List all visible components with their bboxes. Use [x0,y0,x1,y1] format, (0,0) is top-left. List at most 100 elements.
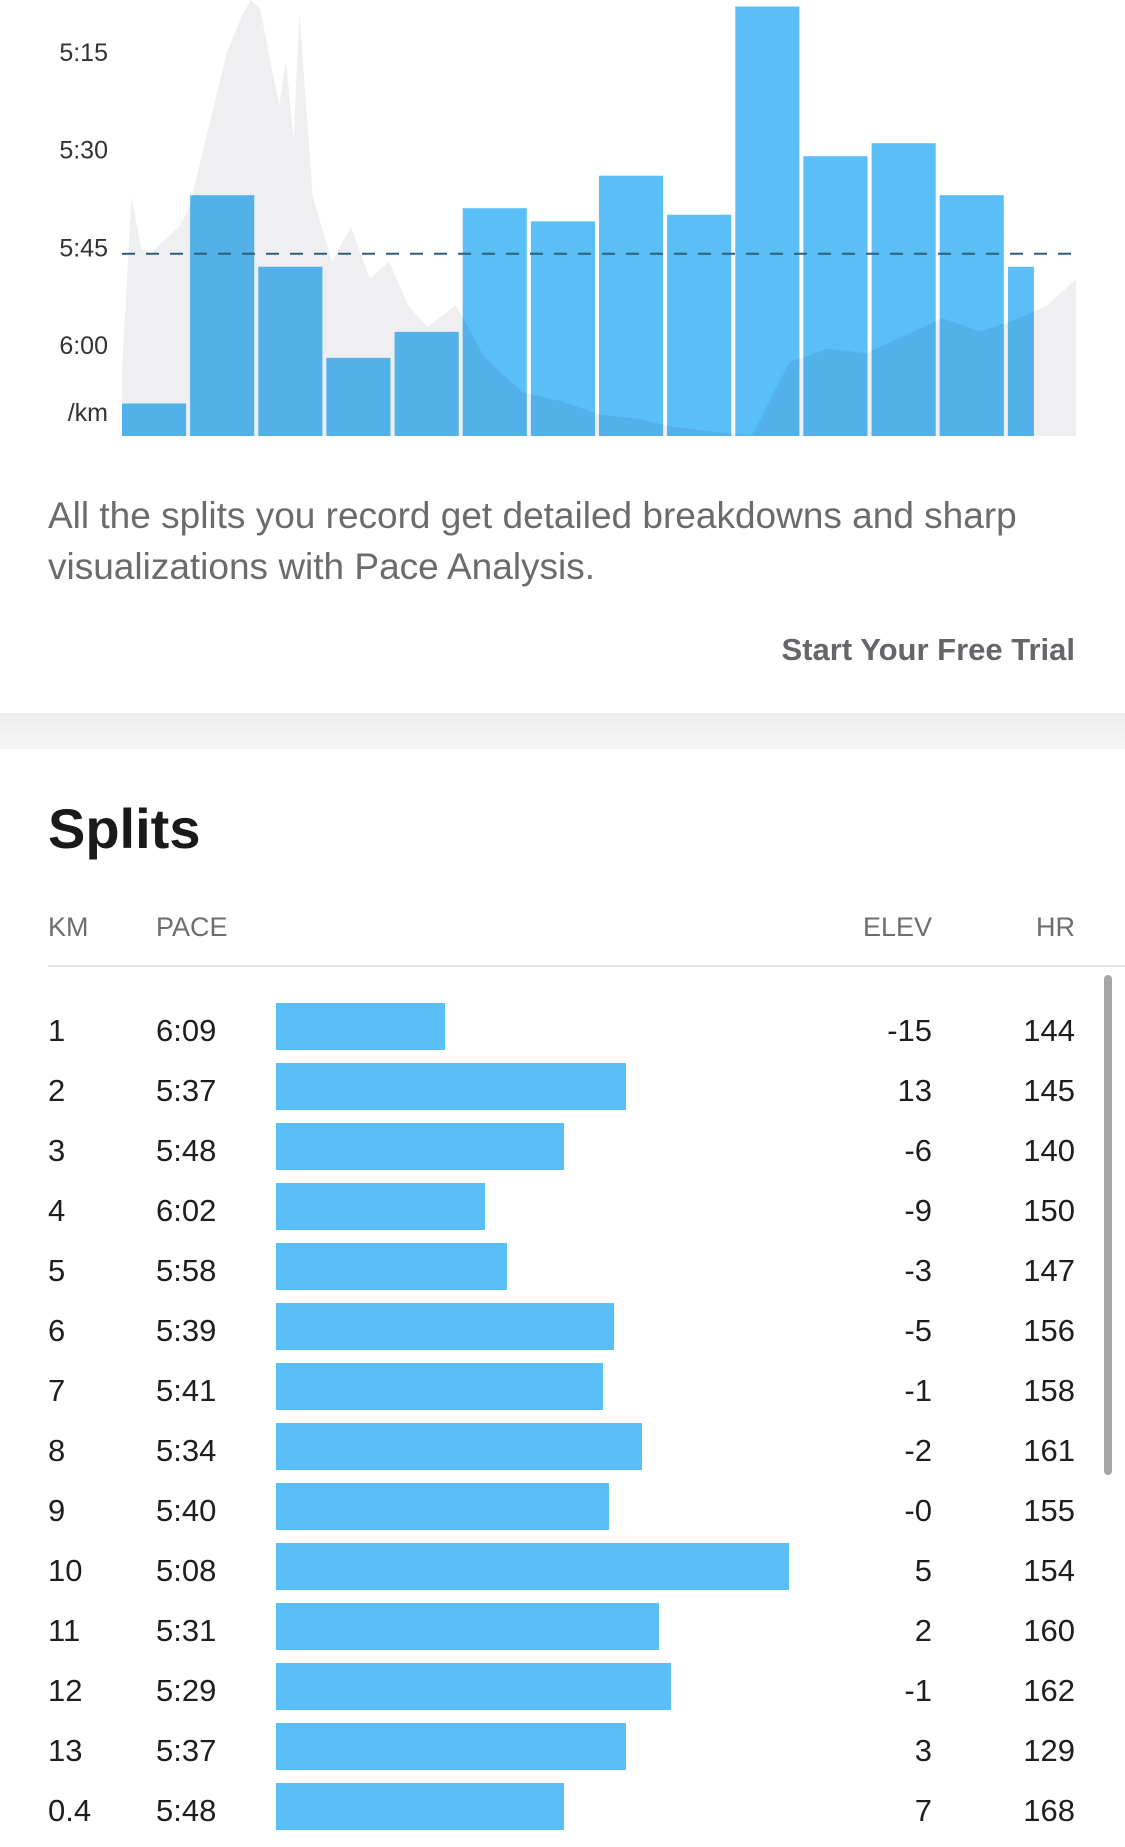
split-pace-bar [276,1123,564,1170]
split-row: 3 5:48 -6 140 [0,1120,1125,1180]
split-elev: -15 [887,1013,932,1048]
split-row: 4 6:02 -9 150 [0,1180,1125,1240]
split-pace: 5:41 [156,1373,217,1408]
header-pace: PACE [156,912,228,942]
split-pace: 5:40 [156,1493,217,1528]
split-hr: 129 [1023,1733,1075,1768]
y-axis-labels: 5:15 5:30 5:45 6:00/km [59,39,108,427]
split-pace-bar [276,1483,609,1530]
split-row: 1 6:09 -15 144 [0,1000,1125,1060]
y-tick-label: 5:45 [59,234,108,262]
split-row: 6 5:39 -5 156 [0,1300,1125,1360]
split-row: 7 5:41 -1 158 [0,1360,1125,1420]
split-km: 4 [48,1193,66,1228]
split-km: 13 [48,1733,83,1768]
header-hr: HR [1036,912,1075,942]
pace-bars [122,6,1034,436]
pace-chart: 5:15 5:30 5:45 6:00/km [59,0,1076,436]
pace-bar [1007,266,1034,436]
split-elev: 5 [914,1553,932,1588]
split-pace: 5:37 [156,1733,217,1768]
split-pace: 5:39 [156,1313,217,1348]
split-km: 2 [48,1073,66,1108]
split-row: 12 5:29 -1 162 [0,1660,1125,1720]
split-km: 3 [48,1133,66,1168]
pace-bar [530,221,595,436]
split-pace: 5:48 [156,1793,217,1828]
split-hr: 158 [1023,1373,1075,1408]
split-elev: -5 [904,1313,932,1348]
split-row: 8 5:34 -2 161 [0,1420,1125,1480]
split-elev: 3 [914,1733,932,1768]
elevation-profile [122,0,1076,436]
split-hr: 150 [1023,1193,1075,1228]
split-pace-bar [276,1723,626,1770]
split-hr: 145 [1023,1073,1075,1108]
split-hr: 155 [1023,1493,1075,1528]
pace-bar [599,175,664,436]
split-km: 6 [48,1313,66,1348]
split-row: 13 5:37 3 129 [0,1720,1125,1780]
scrollbar[interactable] [1104,975,1112,1475]
header-divider [48,965,1125,967]
split-hr: 160 [1023,1613,1075,1648]
pace-bar [394,331,459,436]
y-tick-label: 5:15 [59,39,108,67]
split-km: 5 [48,1253,66,1288]
split-pace-bar [276,1603,659,1650]
splits-table: 1 6:09 -15 144 2 5:37 13 145 3 5:48 -6 140 4 6:02 -9 15… [0,1000,1125,1840]
split-pace: 6:02 [156,1193,217,1228]
pace-bar [803,156,868,436]
split-elev: -2 [904,1433,932,1468]
split-pace: 5:37 [156,1073,217,1108]
y-tick-label: 6:00 [59,332,108,360]
pace-bar [871,143,936,436]
elevation-area [122,0,1076,436]
split-pace-bar [276,1303,614,1350]
split-pace: 5:48 [156,1133,217,1168]
pace-bar [462,208,527,436]
y-tick-label: 5:30 [59,137,108,165]
split-elev: 13 [897,1073,932,1108]
pace-bar [258,266,323,436]
split-hr: 156 [1023,1313,1075,1348]
split-row: 5 5:58 -3 147 [0,1240,1125,1300]
split-hr: 162 [1023,1673,1075,1708]
split-row: 2 5:37 13 145 [0,1060,1125,1120]
split-elev: -6 [904,1133,932,1168]
splits-title: Splits [48,797,201,860]
split-pace-bar [276,1183,485,1230]
split-pace-bar [276,1063,626,1110]
pace-bar [326,357,391,436]
start-free-trial-button[interactable]: Start Your Free Trial [781,632,1075,667]
header-km: KM [48,912,89,942]
split-pace: 5:08 [156,1553,217,1588]
y-tick-label: /km [68,399,108,427]
split-pace-bar [276,1783,564,1830]
split-km: 0.4 [48,1793,92,1828]
split-pace-bar [276,1363,603,1410]
split-hr: 140 [1023,1133,1075,1168]
pace-bar [735,6,800,436]
split-elev: -0 [904,1493,932,1528]
split-pace: 5:34 [156,1433,217,1468]
split-elev: -9 [904,1193,932,1228]
split-pace-bar [276,1003,445,1050]
promo-text: All the splits you record get detailed b… [48,495,1017,587]
split-km: 12 [48,1673,83,1708]
split-row: 10 5:08 5 154 [0,1540,1125,1600]
pace-bar [939,195,1004,436]
split-pace: 6:09 [156,1013,217,1048]
split-pace: 5:31 [156,1613,217,1648]
header-elev: ELEV [862,912,932,942]
split-pace-bar [276,1423,642,1470]
split-elev: 2 [914,1613,932,1648]
split-hr: 144 [1023,1013,1075,1048]
split-elev: -1 [904,1373,932,1408]
split-pace: 5:58 [156,1253,217,1288]
split-hr: 161 [1023,1433,1075,1468]
split-pace-bar [276,1243,507,1290]
split-km: 9 [48,1493,66,1528]
split-hr: 168 [1023,1793,1075,1828]
split-hr: 147 [1023,1253,1075,1288]
